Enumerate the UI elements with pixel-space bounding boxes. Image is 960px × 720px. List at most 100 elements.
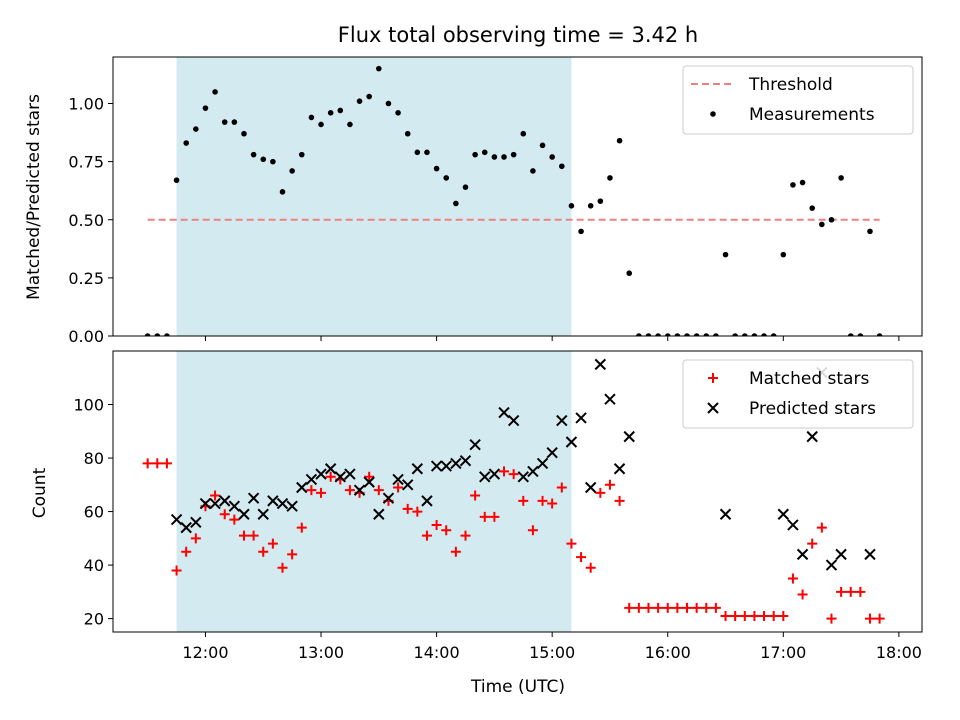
predicted-star-point	[527, 465, 539, 478]
predicted-star-point	[286, 500, 298, 512]
measurement-point	[732, 333, 738, 336]
legend-label: Threshold	[748, 75, 833, 95]
matched-star-point	[749, 610, 760, 621]
bottom-x-tick-label: 12:00	[182, 643, 228, 662]
measurement-point	[559, 163, 565, 170]
matched-star-point	[566, 538, 577, 549]
matched-star-point	[710, 602, 721, 613]
measurement-point	[761, 333, 767, 336]
measurement-point	[568, 203, 575, 209]
top-y-tick-label: 1.00	[68, 95, 104, 114]
matched-star-point	[576, 552, 587, 563]
predicted-star-point	[257, 508, 269, 520]
measurement-point	[674, 333, 681, 336]
predicted-star-point	[382, 492, 395, 504]
matched-star-point	[402, 503, 413, 514]
matched-star-point	[393, 482, 404, 493]
measurement-point	[607, 175, 613, 181]
predicted-star-point	[488, 468, 501, 480]
bottom-y-tick-label: 80	[84, 449, 104, 468]
measurement-point	[790, 182, 796, 188]
measurement-point	[626, 270, 633, 277]
predicted-star-point	[613, 463, 626, 475]
matched-star-point	[547, 498, 558, 509]
matched-star-point	[816, 522, 827, 533]
matched-star-point	[595, 487, 606, 498]
matched-star-point	[730, 610, 741, 621]
predicted-star-point	[864, 548, 876, 561]
measurement-point	[751, 333, 758, 336]
predicted-star-point	[421, 495, 433, 507]
bottom-x-tick-label: 15:00	[529, 643, 575, 662]
predicted-star-point	[170, 513, 183, 526]
predicted-star-point	[353, 484, 366, 496]
matched-star-point	[171, 565, 182, 576]
matched-star-point	[142, 458, 153, 469]
matched-star-point	[450, 546, 461, 557]
measurement-point	[828, 216, 835, 223]
top-y-axis-label: Matched/Predicted stars	[24, 94, 44, 300]
matched-star-point	[412, 506, 423, 517]
matched-star-point	[643, 602, 654, 613]
measurement-point	[260, 156, 267, 163]
matched-star-point	[421, 530, 432, 541]
top-plot-area	[144, 65, 883, 336]
measurement-point	[404, 130, 411, 137]
matched-star-point	[682, 602, 693, 613]
predicted-star-point	[536, 457, 549, 470]
measurement-point	[838, 175, 844, 181]
measurement-point	[491, 154, 498, 160]
bottom-panel: 20 40 60 80 100 12:00 13:00 14:00 15:00 16:00 17:0…	[73, 350, 923, 662]
matched-star-point	[364, 471, 375, 482]
matched-star-point	[624, 602, 635, 613]
measurement-point	[857, 333, 864, 336]
top-panel: 0.00 0.25 0.50 0.75 1.00 Threshold Measurement…	[68, 56, 923, 346]
measurement-point	[549, 154, 555, 160]
bottom-y-tick-label: 60	[84, 503, 104, 522]
bottom-x-axis-label: Time (UTC)	[470, 677, 565, 697]
top-y-tick-label: 0.25	[68, 269, 104, 288]
predicted-star-point	[267, 495, 279, 507]
measurement-point	[433, 165, 440, 172]
measurement-point	[809, 205, 816, 211]
measurement-point	[645, 333, 652, 336]
predicted-star-point	[777, 508, 790, 520]
matched-star-point	[296, 522, 307, 533]
bottom-shaded-span	[176, 351, 572, 632]
matched-star-point	[238, 530, 249, 541]
top-y-tick-label: 0.00	[68, 327, 104, 346]
measurement-point	[703, 333, 710, 336]
measurement-point	[231, 119, 238, 125]
measurement-point	[684, 333, 690, 336]
matched-star-point	[441, 525, 452, 536]
measurement-point	[472, 151, 478, 158]
measurement-point	[876, 333, 883, 336]
matched-star-point	[219, 509, 230, 520]
predicted-star-point	[219, 495, 231, 507]
matched-star-point	[316, 487, 327, 498]
measurement-point	[308, 114, 315, 121]
top-y-tick-label: 0.50	[68, 211, 104, 230]
matched-star-point	[797, 589, 808, 600]
measurement-point	[722, 251, 729, 258]
top-y-tick-label: 0.75	[68, 153, 104, 172]
bottom-x-tick-label: 16:00	[645, 643, 691, 662]
predicted-star-point	[411, 463, 424, 475]
matched-star-point	[190, 533, 201, 544]
predicted-star-point	[787, 519, 799, 531]
measurement-point	[347, 121, 353, 128]
matched-star-point	[759, 610, 770, 621]
predicted-star-point	[623, 430, 635, 443]
matched-star-point	[287, 549, 298, 560]
predicted-star-point	[575, 412, 587, 424]
matched-star-point	[826, 613, 837, 624]
measurement-point	[337, 107, 344, 114]
measurement-point	[193, 126, 199, 132]
predicted-star-point	[719, 508, 732, 520]
measurement-point	[616, 137, 623, 144]
legend-label: Predicted stars	[749, 399, 876, 419]
predicted-star-point	[479, 471, 491, 483]
matched-star-point	[691, 602, 702, 613]
matched-star-point	[229, 514, 240, 525]
